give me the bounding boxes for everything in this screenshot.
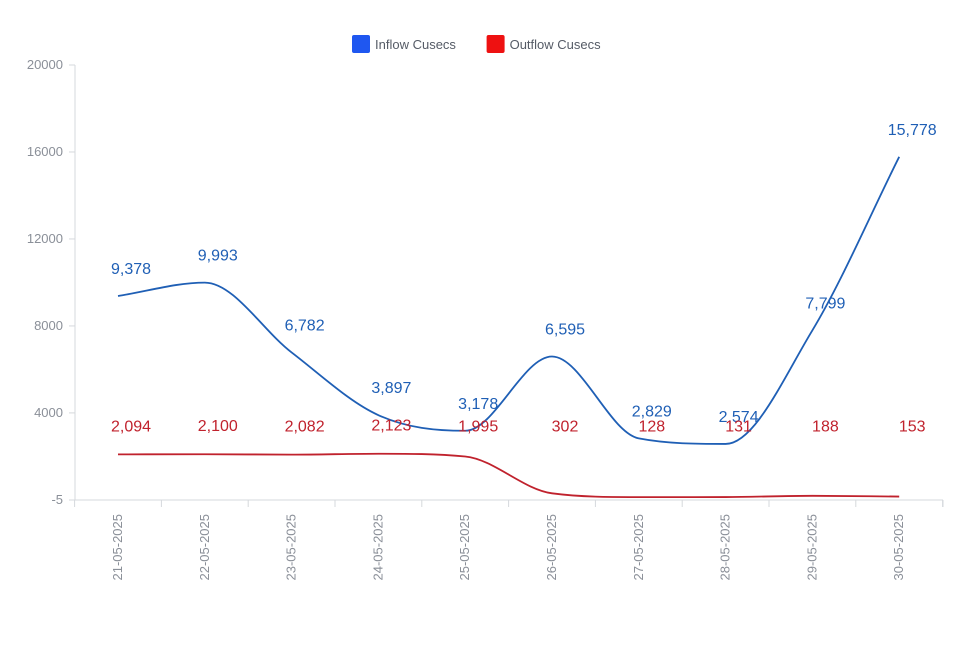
outflow-cusecs-data-label: 2,100: [198, 418, 238, 435]
outflow-cusecs-line: [117, 452, 900, 499]
inflow-cusecs-data-label: 7,799: [805, 295, 845, 312]
y-tick-label: -5: [51, 492, 63, 507]
x-tick-label: 26-05-2025: [544, 514, 559, 581]
outflow-cusecs-legend-label: Outflow Cusecs: [510, 37, 602, 52]
inflow-cusecs-data-label: 3,178: [458, 396, 498, 413]
outflow-cusecs-legend-swatch: [486, 35, 505, 53]
inflow-cusecs-data-label: 6,782: [285, 317, 325, 334]
x-tick-label: 22-05-2025: [197, 514, 212, 581]
outflow-cusecs-data-label: 153: [899, 418, 926, 435]
x-tick-label: 21-05-2025: [110, 514, 125, 581]
series-lines: [117, 156, 901, 499]
inflow-cusecs-legend-swatch: [352, 35, 370, 53]
inflow-cusecs-line: [117, 156, 901, 445]
inflow-cusecs-data-label: 2,574: [719, 409, 759, 426]
outflow-cusecs-data-label: 302: [552, 418, 579, 435]
legend: Inflow Cusecs Outflow Cusecs: [352, 35, 601, 53]
y-tick-label: 12000: [27, 231, 63, 246]
inflow-cusecs-data-label: 6,595: [545, 321, 585, 338]
x-tick-label: 30-05-2025: [891, 514, 906, 581]
x-tick-label: 28-05-2025: [718, 514, 733, 581]
inflow-cusecs-data-label: 9,993: [198, 248, 238, 265]
data-labels: 9,378 9,993 6,782 3,897 3,178 6,595 2,829 2,574…: [111, 122, 937, 436]
inflow-cusecs-data-label: 2,829: [632, 403, 672, 420]
x-tick-label: 29-05-2025: [804, 514, 819, 581]
inflow-cusecs-data-label: 3,897: [371, 380, 411, 397]
y-tick-label: 16000: [27, 144, 63, 159]
y-tick-label: 8000: [34, 318, 63, 333]
x-tick-label: 23-05-2025: [284, 514, 299, 581]
x-tick-label: 24-05-2025: [370, 514, 385, 581]
axes: -5 4000 8000 12000 16000 20000 21-05-2025 22-05…: [27, 57, 944, 581]
outflow-cusecs-data-label: 2,082: [285, 418, 325, 435]
y-tick-label: 20000: [27, 57, 63, 72]
inflow-cusecs-legend-label: Inflow Cusecs: [375, 37, 456, 52]
outflow-cusecs-data-label: 2,094: [111, 418, 151, 435]
y-tick-label: 4000: [34, 405, 63, 420]
x-tick-label: 27-05-2025: [631, 514, 646, 581]
x-tick-label: 25-05-2025: [457, 514, 472, 581]
outflow-cusecs-data-label: 1,995: [458, 418, 498, 435]
inflow-cusecs-data-label: 15,778: [888, 122, 937, 139]
outflow-cusecs-data-label: 188: [812, 418, 839, 435]
outflow-cusecs-data-label: 2,123: [371, 418, 411, 435]
outflow-cusecs-data-label: 131: [725, 418, 752, 435]
inflow-cusecs-data-label: 9,378: [111, 261, 151, 278]
outflow-cusecs-data-label: 128: [638, 418, 665, 435]
